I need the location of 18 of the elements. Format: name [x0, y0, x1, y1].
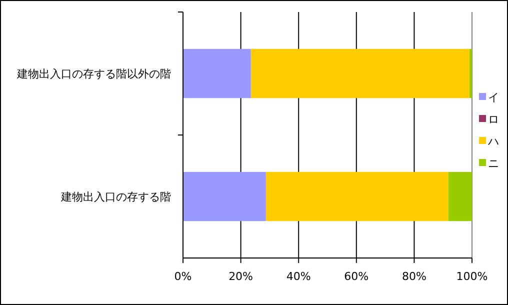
legend-label: ロ: [488, 113, 499, 126]
y-tick-label: 建物出入口の存する階: [60, 190, 171, 204]
bar: [448, 172, 472, 222]
x-tick-label: 40%: [286, 270, 311, 283]
bar: [250, 48, 470, 98]
bar: [266, 172, 448, 222]
bar: [183, 172, 266, 222]
bar: [183, 48, 251, 98]
y-tick-label: 建物出入口の存する階以外の階: [16, 68, 171, 80]
legend-label: ハ: [487, 135, 499, 148]
legend-label: イ: [488, 91, 499, 104]
x-tick-label: 60%: [344, 270, 369, 283]
legend-label: ニ: [488, 157, 499, 170]
x-tick-label: 20%: [228, 270, 254, 283]
x-tick-label: 0%: [174, 270, 192, 283]
bar: [469, 48, 472, 98]
x-tick-label: 100%: [456, 270, 488, 283]
x-tick-label: 80%: [402, 270, 426, 283]
